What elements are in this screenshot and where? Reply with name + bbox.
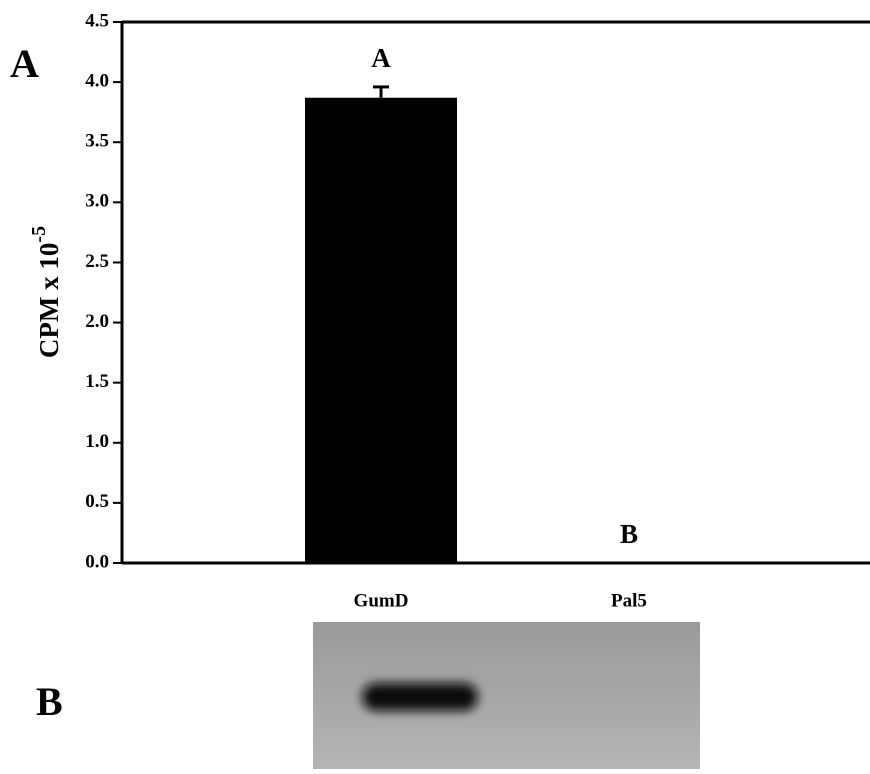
x-tick-label: GumD — [354, 590, 409, 611]
y-tick-label: 2.5 — [85, 251, 109, 272]
panel-label: B — [36, 679, 63, 724]
significance-letter: B — [620, 519, 638, 549]
significance-letter: A — [371, 43, 391, 73]
gel-band — [362, 683, 478, 711]
bar — [305, 98, 457, 563]
y-axis-title: CPM x 10-5 — [28, 226, 65, 358]
y-tick-label: 1.0 — [85, 431, 109, 452]
x-tick-label: Pal5 — [611, 590, 647, 611]
y-tick-label: 0.5 — [85, 491, 109, 512]
y-tick-label: 2.0 — [85, 311, 109, 332]
y-tick-label: 4.5 — [85, 10, 109, 31]
y-axis-label: CPM x 10-5 — [28, 226, 65, 358]
y-axis-label-text: CPM x 10 — [34, 243, 64, 358]
panel-label: A — [10, 41, 39, 86]
y-tick-label: 1.5 — [85, 371, 109, 392]
y-axis-label-exponent: -5 — [28, 226, 50, 243]
y-tick-label: 4.0 — [85, 70, 109, 91]
y-tick-label: 3.0 — [85, 191, 109, 212]
y-tick-label: 3.5 — [85, 131, 109, 152]
y-tick-label: 0.0 — [85, 551, 109, 572]
gel-image — [313, 622, 700, 769]
figure: A B CPM x 10-5 0.0 0.5 1.0 1.5 2.0 2.5 3.0 3.5 4… — [0, 0, 870, 769]
